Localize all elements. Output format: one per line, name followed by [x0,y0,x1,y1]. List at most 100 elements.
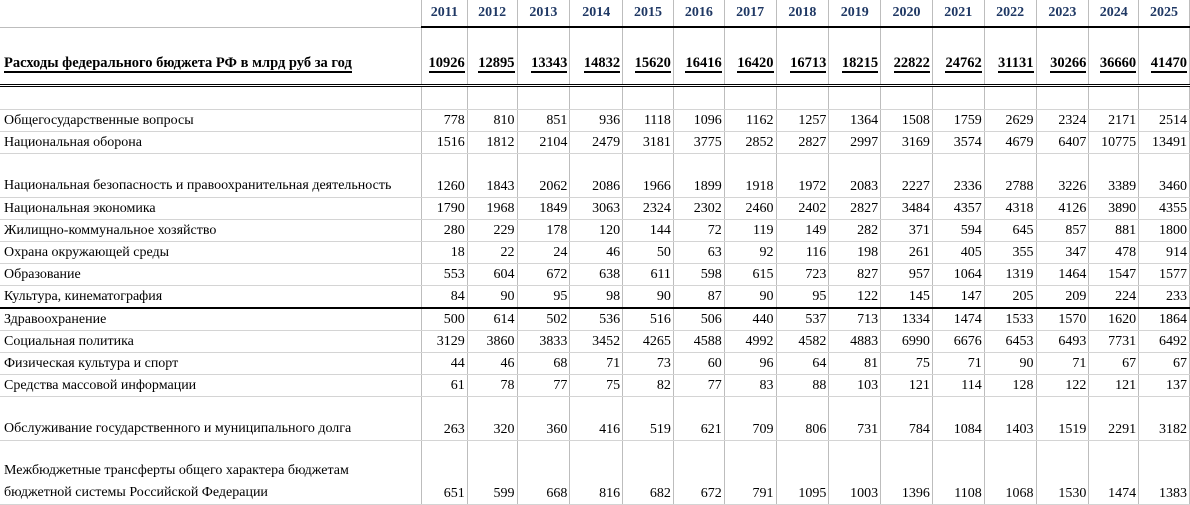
row-label: Национальная оборона [0,131,423,154]
row-value-2020: 261 [880,241,933,264]
row-value-2011: 1516 [421,131,468,154]
row-value-2023: 347 [1036,241,1090,264]
row-value-2023: 2324 [1036,109,1090,132]
separator-row [0,84,1190,110]
row-value-2019: 81 [828,352,882,375]
row-value-2020: 145 [880,285,933,309]
row-value-2024: 3389 [1088,153,1140,198]
row-label: Национальная безопасность и правоохранит… [0,153,423,198]
row-value-2018: 2827 [776,131,830,154]
year-header-2021: 2021 [932,0,985,28]
row-value-2011: 500 [421,307,468,331]
row-value-2024: 478 [1088,241,1140,264]
row-value-2023: 1519 [1036,396,1090,441]
row-value-2017: 119 [724,219,777,242]
row-value-2014: 46 [569,241,624,264]
separator-cell [880,84,933,110]
separator-cell [467,84,518,110]
row-value-2016: 72 [673,219,725,242]
row-value-2011: 1260 [421,153,468,198]
row-value-2017: 1918 [724,153,777,198]
row-value-2016: 1899 [673,153,725,198]
row-value-2011: 553 [421,263,468,286]
row-value-2018: 116 [776,241,830,264]
row-value-2019: 2997 [828,131,882,154]
total-value-text: 12895 [478,55,515,73]
row-value-2014: 3452 [569,330,624,353]
row-value-2021: 1108 [932,440,985,505]
row-value-2022: 1068 [984,440,1037,505]
row-value-2018: 95 [776,285,830,309]
row-value-2023: 1530 [1036,440,1090,505]
total-value-2023: 30266 [1036,27,1090,86]
row-value-2016: 4588 [673,330,725,353]
row-value-2022: 1319 [984,263,1037,286]
total-value-text: 18215 [841,55,879,73]
row-value-2020: 957 [880,263,933,286]
row-value-2012: 614 [467,307,518,331]
row-value-2021: 1064 [932,263,985,286]
row-value-2013: 1849 [517,197,571,220]
row-value-2013: 178 [517,219,571,242]
total-value-2024: 36660 [1088,27,1140,86]
separator-cell [828,84,882,110]
row-value-2011: 778 [421,109,468,132]
table-row: Культура, кинематография 84 90 95 98 90 87 90 95… [0,285,1190,309]
row-label: Национальная экономика [0,197,423,220]
year-header-2018: 2018 [776,0,830,28]
row-value-2015: 73 [622,352,674,375]
row-value-2014: 816 [569,440,624,505]
year-header-2025: 2025 [1138,0,1190,28]
row-value-2025: 2514 [1138,109,1190,132]
row-value-2023: 71 [1036,352,1090,375]
row-value-2011: 3129 [421,330,468,353]
row-value-2018: 149 [776,219,830,242]
row-value-2014: 3063 [569,197,624,220]
row-label: Физическая культура и спорт [0,352,423,375]
row-value-2024: 1620 [1088,307,1140,331]
row-label: Межбюджетные трансферты общего характера… [0,440,423,505]
table-row: Физическая культура и спорт 44 46 68 71 73 60 9… [0,352,1190,375]
row-value-2023: 1570 [1036,307,1090,331]
row-value-2020: 6990 [880,330,933,353]
row-value-2025: 3460 [1138,153,1190,198]
row-value-2025: 13491 [1138,131,1190,154]
row-label: Средства массовой информации [0,374,423,397]
total-value-text: 14832 [583,55,621,73]
row-value-2020: 3169 [880,131,933,154]
row-value-2022: 645 [984,219,1037,242]
table-row: Образование 553 604 672 638 611 598 615 723 827 95… [0,263,1190,286]
row-value-2015: 50 [622,241,674,264]
total-value-2017: 16420 [724,27,777,86]
row-value-2016: 77 [673,374,725,397]
row-value-2012: 604 [467,263,518,286]
row-value-2013: 672 [517,263,571,286]
row-value-2015: 519 [622,396,674,441]
row-value-2016: 621 [673,396,725,441]
row-value-2023: 3226 [1036,153,1090,198]
separator-cell [1138,84,1190,110]
row-value-2023: 6407 [1036,131,1090,154]
row-value-2019: 1003 [828,440,882,505]
row-value-2014: 98 [569,285,624,309]
total-value-2020: 22822 [880,27,933,86]
row-value-2018: 1257 [776,109,830,132]
year-header-2012: 2012 [467,0,518,28]
row-value-2013: 2062 [517,153,571,198]
total-value-2016: 16416 [673,27,725,86]
row-value-2021: 114 [932,374,985,397]
row-value-2022: 355 [984,241,1037,264]
row-value-2025: 1864 [1138,307,1190,331]
total-value-text: 10926 [428,55,465,73]
row-value-2020: 2227 [880,153,933,198]
year-header-2013: 2013 [517,0,571,28]
row-value-2015: 611 [622,263,674,286]
row-value-2017: 615 [724,263,777,286]
total-value-text: 31131 [998,55,1034,73]
year-header-2023: 2023 [1036,0,1090,28]
row-value-2012: 3860 [467,330,518,353]
row-value-2011: 280 [421,219,468,242]
row-value-2014: 2086 [569,153,624,198]
row-value-2017: 4992 [724,330,777,353]
row-value-2011: 1790 [421,197,468,220]
